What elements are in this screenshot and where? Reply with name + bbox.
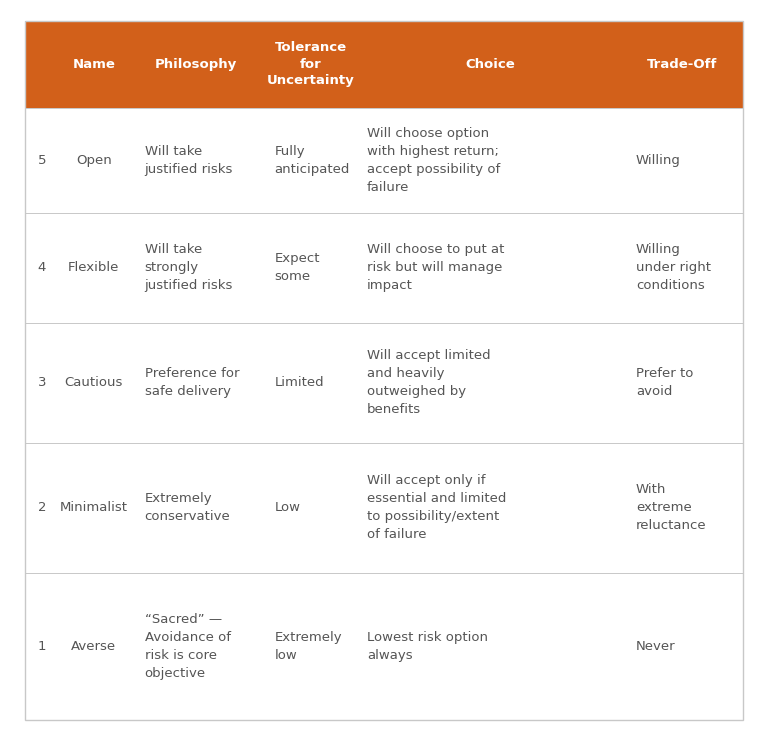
Text: Flexible: Flexible <box>68 262 120 274</box>
Text: Will accept limited
and heavily
outweighed by
benefits: Will accept limited and heavily outweigh… <box>367 349 491 416</box>
Bar <box>25 21 743 108</box>
Text: Low: Low <box>274 502 300 514</box>
Bar <box>25 108 743 720</box>
Text: Limited: Limited <box>274 376 324 389</box>
Text: Philosophy: Philosophy <box>154 58 237 71</box>
Text: “Sacred” —
Avoidance of
risk is core
objective: “Sacred” — Avoidance of risk is core obj… <box>144 614 230 680</box>
Text: Willing: Willing <box>636 154 681 167</box>
Text: Prefer to
avoid: Prefer to avoid <box>636 368 694 399</box>
Text: Willing
under right
conditions: Willing under right conditions <box>636 243 711 293</box>
Text: With
extreme
reluctance: With extreme reluctance <box>636 483 707 532</box>
Text: Fully
anticipated: Fully anticipated <box>274 144 349 176</box>
Text: 1: 1 <box>38 640 46 654</box>
Text: Will take
strongly
justified risks: Will take strongly justified risks <box>144 243 233 293</box>
Text: Tolerance
for
Uncertainty: Tolerance for Uncertainty <box>267 41 355 87</box>
Text: Extremely
low: Extremely low <box>274 631 342 662</box>
Text: 2: 2 <box>38 502 46 514</box>
Text: Will choose option
with highest return;
accept possibility of
failure: Will choose option with highest return; … <box>367 127 500 194</box>
Text: Will take
justified risks: Will take justified risks <box>144 144 233 176</box>
Text: Trade-Off: Trade-Off <box>647 58 717 71</box>
Text: Minimalist: Minimalist <box>60 502 128 514</box>
Text: Extremely
conservative: Extremely conservative <box>144 492 230 523</box>
Text: Preference for
safe delivery: Preference for safe delivery <box>144 368 239 399</box>
Text: Open: Open <box>76 154 112 167</box>
Text: Choice: Choice <box>465 58 515 71</box>
Text: Will choose to put at
risk but will manage
impact: Will choose to put at risk but will mana… <box>367 243 505 293</box>
Text: Will accept only if
essential and limited
to possibility/extent
of failure: Will accept only if essential and limite… <box>367 474 506 542</box>
Text: Lowest risk option
always: Lowest risk option always <box>367 631 488 662</box>
Text: Expect
some: Expect some <box>274 253 319 283</box>
Text: 3: 3 <box>38 376 46 389</box>
Text: 5: 5 <box>38 154 46 167</box>
Text: Name: Name <box>72 58 115 71</box>
Text: Cautious: Cautious <box>65 376 123 389</box>
Text: Averse: Averse <box>71 640 117 654</box>
Text: 4: 4 <box>38 262 46 274</box>
Text: Never: Never <box>636 640 676 654</box>
